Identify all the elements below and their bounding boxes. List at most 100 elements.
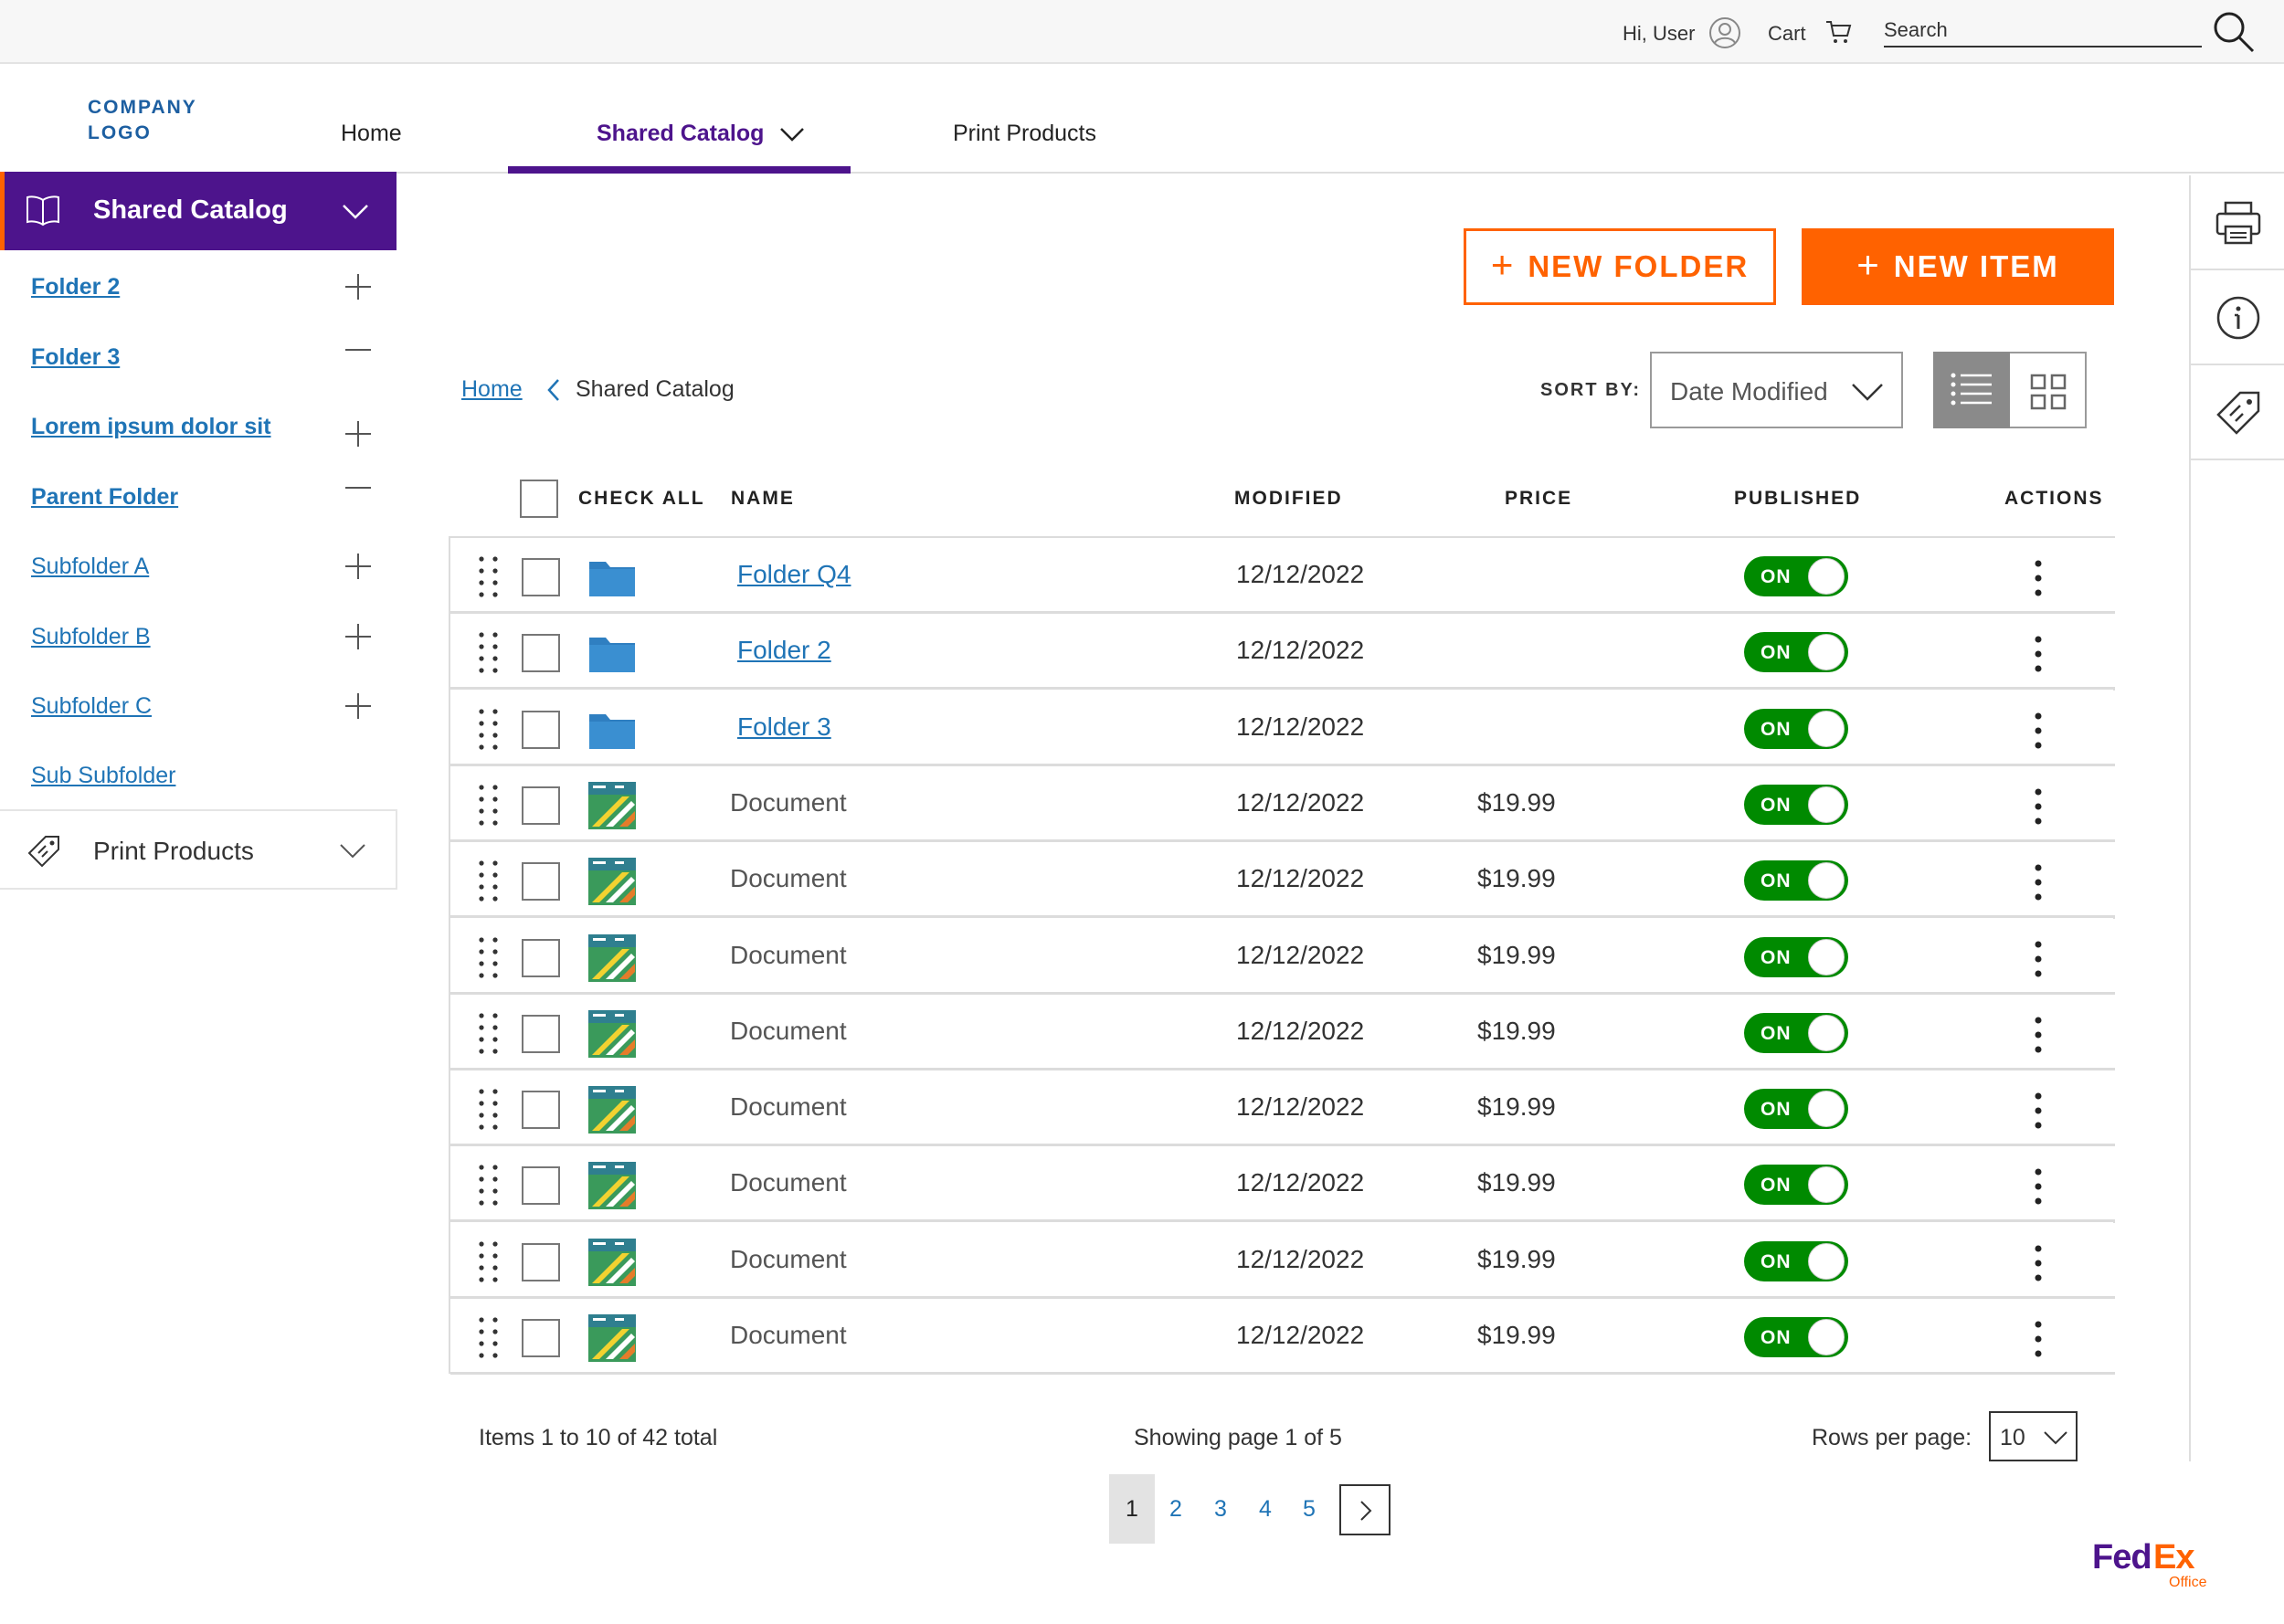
drag-handle-icon[interactable] xyxy=(475,627,502,678)
plus-icon[interactable] xyxy=(342,550,375,583)
row-checkbox[interactable] xyxy=(522,1166,560,1206)
header-modified[interactable]: MODIFIED xyxy=(1234,488,1343,509)
chevron-down-icon[interactable] xyxy=(340,195,371,227)
header-price[interactable]: PRICE xyxy=(1505,488,1573,509)
kebab-menu-icon[interactable] xyxy=(2027,1238,2049,1289)
sidebar-item-link[interactable]: Sub Subfolder xyxy=(31,763,176,788)
kebab-menu-icon[interactable] xyxy=(2027,553,2049,604)
cart-link[interactable]: Cart xyxy=(1768,22,1806,45)
row-checkbox[interactable] xyxy=(522,558,560,596)
row-checkbox[interactable] xyxy=(522,634,560,673)
row-checkbox[interactable] xyxy=(522,1242,560,1281)
drag-handle-icon[interactable] xyxy=(475,551,502,602)
published-toggle[interactable]: ON xyxy=(1744,556,1848,596)
sidebar-item-link[interactable]: Subfolder B xyxy=(31,624,151,649)
sidebar-shared-catalog-header[interactable]: Shared Catalog xyxy=(0,172,397,250)
row-checkbox[interactable] xyxy=(522,1014,560,1053)
search-input[interactable] xyxy=(1884,13,2202,47)
minus-icon[interactable] xyxy=(342,480,375,513)
kebab-menu-icon[interactable] xyxy=(2027,628,2049,680)
chevron-down-icon[interactable] xyxy=(337,835,368,866)
published-toggle[interactable]: ON xyxy=(1744,632,1848,673)
row-name[interactable]: Folder 2 xyxy=(737,636,831,665)
page-1[interactable]: 1 xyxy=(1109,1474,1155,1544)
header-check-all[interactable]: CHECK ALL xyxy=(578,488,705,509)
row-name[interactable]: Folder Q4 xyxy=(737,560,851,588)
published-toggle[interactable]: ON xyxy=(1744,1165,1848,1206)
sidebar-item-link[interactable]: Lorem ipsum dolor sit xyxy=(31,414,271,439)
drag-handle-icon[interactable] xyxy=(475,779,502,830)
user-icon[interactable] xyxy=(1708,16,1741,49)
new-item-button[interactable]: + NEW ITEM xyxy=(1802,228,2114,305)
page-4[interactable]: 4 xyxy=(1259,1496,1272,1522)
published-toggle[interactable]: ON xyxy=(1744,936,1848,977)
row-checkbox[interactable] xyxy=(522,1091,560,1130)
header-name[interactable]: NAME xyxy=(731,488,795,509)
sidebar-print-products[interactable]: Print Products xyxy=(0,809,397,890)
drag-handle-icon[interactable] xyxy=(475,855,502,906)
page-3[interactable]: 3 xyxy=(1214,1496,1227,1522)
nav-shared-catalog[interactable]: Shared Catalog xyxy=(597,121,765,146)
drag-handle-icon[interactable] xyxy=(475,1007,502,1059)
row-checkbox[interactable] xyxy=(522,786,560,825)
sidebar-item-link[interactable]: Subfolder C xyxy=(31,693,153,719)
search-icon[interactable] xyxy=(2211,9,2257,55)
drag-handle-icon[interactable] xyxy=(475,932,502,983)
published-toggle[interactable]: ON xyxy=(1744,1317,1848,1357)
drag-handle-icon[interactable] xyxy=(475,703,502,754)
sort-dropdown[interactable]: Date Modified xyxy=(1650,352,1903,428)
published-toggle[interactable]: ON xyxy=(1744,1012,1848,1053)
published-toggle[interactable]: ON xyxy=(1744,860,1848,902)
kebab-menu-icon[interactable] xyxy=(2027,1313,2049,1365)
row-checkbox[interactable] xyxy=(522,938,560,977)
breadcrumb-home[interactable]: Home xyxy=(461,376,523,402)
kebab-menu-icon[interactable] xyxy=(2027,1009,2049,1060)
kebab-menu-icon[interactable] xyxy=(2027,1085,2049,1136)
drag-handle-icon[interactable] xyxy=(475,1083,502,1134)
published-toggle[interactable]: ON xyxy=(1744,784,1848,825)
grid-view-toggle[interactable] xyxy=(2010,352,2087,428)
page-2[interactable]: 2 xyxy=(1169,1496,1182,1522)
user-greeting[interactable]: Hi, User xyxy=(1623,22,1696,45)
sidebar-item-link[interactable]: Subfolder A xyxy=(31,554,150,579)
kebab-menu-icon[interactable] xyxy=(2027,781,2049,832)
tag-rail-button[interactable] xyxy=(2191,365,2284,460)
published-toggle[interactable]: ON xyxy=(1744,1089,1848,1130)
company-logo[interactable]: COMPANY LOGO xyxy=(88,97,197,143)
sidebar-item-link[interactable]: Parent Folder xyxy=(31,484,179,510)
row-modified: 12/12/2022 xyxy=(1236,787,1365,817)
row-name[interactable]: Folder 3 xyxy=(737,712,831,741)
header-published[interactable]: PUBLISHED xyxy=(1734,488,1862,509)
sidebar-item-link[interactable]: Folder 3 xyxy=(31,344,121,370)
new-folder-button[interactable]: + NEW FOLDER xyxy=(1464,228,1776,305)
next-page-button[interactable] xyxy=(1339,1484,1390,1535)
nav-home[interactable]: Home xyxy=(341,121,402,146)
published-toggle[interactable]: ON xyxy=(1744,708,1848,749)
plus-icon[interactable] xyxy=(342,270,375,303)
check-all-checkbox[interactable] xyxy=(520,480,558,518)
kebab-menu-icon[interactable] xyxy=(2027,933,2049,985)
kebab-menu-icon[interactable] xyxy=(2027,1161,2049,1212)
published-toggle[interactable]: ON xyxy=(1744,1240,1848,1281)
print-rail-button[interactable] xyxy=(2191,175,2284,270)
nav-print-products[interactable]: Print Products xyxy=(953,121,1097,146)
row-checkbox[interactable] xyxy=(522,862,560,902)
info-rail-button[interactable] xyxy=(2191,270,2284,365)
chevron-down-icon[interactable] xyxy=(778,121,806,148)
minus-icon[interactable] xyxy=(342,341,375,374)
plus-icon[interactable] xyxy=(342,417,375,450)
rows-per-page-select[interactable]: 10 xyxy=(1989,1411,2078,1461)
row-checkbox[interactable] xyxy=(522,1319,560,1357)
plus-icon[interactable] xyxy=(342,690,375,722)
sidebar-item-link[interactable]: Folder 2 xyxy=(31,274,121,300)
cart-icon[interactable] xyxy=(1824,18,1852,46)
list-view-toggle[interactable] xyxy=(1933,352,2010,428)
plus-icon[interactable] xyxy=(342,620,375,653)
row-checkbox[interactable] xyxy=(522,710,560,749)
page-5[interactable]: 5 xyxy=(1303,1496,1316,1522)
drag-handle-icon[interactable] xyxy=(475,1159,502,1210)
drag-handle-icon[interactable] xyxy=(475,1236,502,1287)
drag-handle-icon[interactable] xyxy=(475,1312,502,1363)
kebab-menu-icon[interactable] xyxy=(2027,857,2049,908)
kebab-menu-icon[interactable] xyxy=(2027,705,2049,756)
